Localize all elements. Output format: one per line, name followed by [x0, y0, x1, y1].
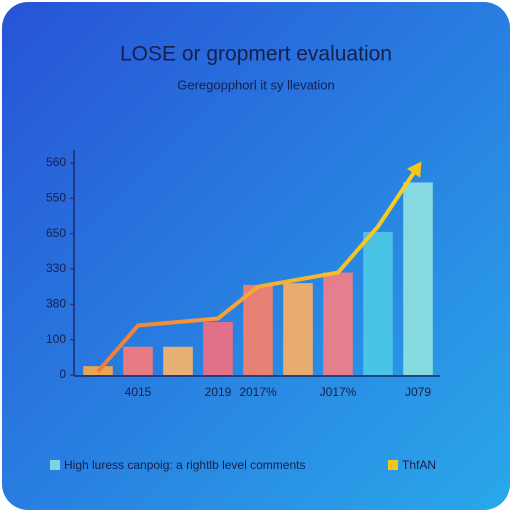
x-tick-label: 4015 [125, 385, 152, 399]
y-tick-label: 330 [46, 261, 66, 275]
bar [363, 231, 393, 375]
bar [123, 346, 153, 375]
x-tick-label: J017% [320, 385, 357, 399]
arrowhead [406, 161, 422, 178]
legend-label: High luress canpoig: a rightlb level com… [64, 458, 305, 472]
bar [243, 284, 273, 375]
y-tick-label: 0 [59, 367, 66, 381]
y-tick-label: 100 [46, 332, 66, 346]
x-tick-label: 2019 [205, 385, 232, 399]
chart-title: LOSE or gropmert evaluation [120, 43, 392, 66]
bar [163, 346, 193, 375]
y-tick-label: 560 [46, 155, 66, 169]
y-tick-label: 650 [46, 226, 66, 240]
trend-line [96, 165, 420, 373]
bar [403, 182, 433, 375]
legend-swatch [50, 460, 60, 470]
legend-swatch [388, 460, 398, 470]
bar [283, 283, 313, 375]
x-tick-label: 2017% [239, 385, 277, 399]
bar [323, 272, 353, 375]
legend-label: ThfAN [402, 458, 436, 472]
y-tick-label: 380 [46, 297, 66, 311]
x-tick-label: J079 [405, 385, 431, 399]
chart-subtitle: Geregopphorl it sy llevation [177, 77, 335, 92]
y-tick-label: 550 [46, 191, 66, 205]
bar [203, 322, 233, 375]
